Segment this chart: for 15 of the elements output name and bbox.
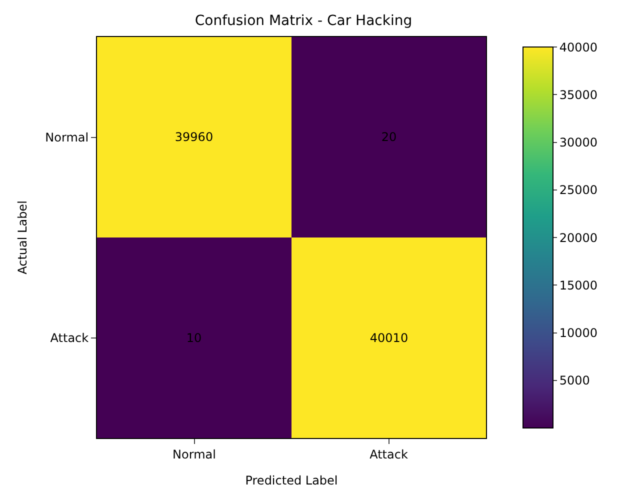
data-label: 10 [186,331,202,346]
color-bar-label: 15000 [559,278,598,292]
color-bar-label: 30000 [559,136,598,150]
color-bar-label: 25000 [559,183,598,198]
x-axis-title: Predicted Label [245,473,338,488]
color-bar-label: 20000 [559,230,598,245]
data-label: 40010 [370,331,408,346]
chart-title: Confusion Matrix - Car Hacking [194,12,412,29]
data-label: 20 [381,130,397,144]
color-bar-label: 5000 [559,374,590,388]
color-bar-label: 35000 [559,88,598,102]
data-label: 39960 [174,130,214,144]
y-axis-title: Actual Label [15,200,30,274]
color-bar-label: 40000 [559,40,598,54]
color-bar-label: 10000 [559,326,598,340]
